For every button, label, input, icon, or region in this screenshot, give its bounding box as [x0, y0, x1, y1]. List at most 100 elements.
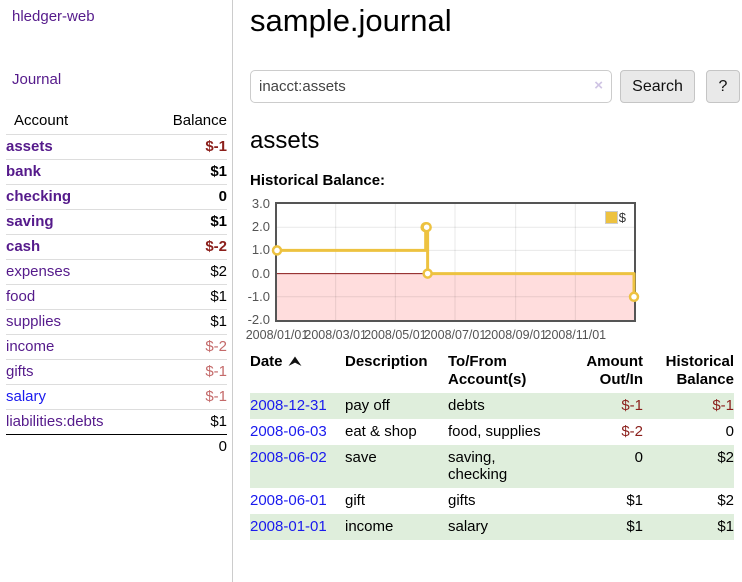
register-header-balance: Historical Balance: [665, 353, 734, 388]
x-axis-tick-label: 2008/01/01: [245, 328, 309, 342]
account-link-saving[interactable]: saving: [6, 213, 54, 230]
account-row: income $-2: [6, 334, 227, 360]
chart-x-axis: 2008/01/01 2008/03/01 2008/05/01 2008/07/01…: [246, 328, 634, 343]
account-row: food $1: [6, 284, 227, 310]
transaction-date-link[interactable]: 2008-12-31: [250, 397, 327, 414]
accounts-header-balance: Balance: [172, 112, 227, 129]
account-row: liabilities:debts $1: [6, 409, 227, 435]
account-balance: $1: [148, 209, 227, 235]
balance-chart: 3.0 2.0 1.0 0.0 -1.0 -2.0 $ 2008/01/01 2008/03…: [240, 197, 734, 343]
accounts-total-value: 0: [148, 434, 227, 459]
account-balance: $1: [148, 309, 227, 335]
transaction-date-link[interactable]: 2008-06-03: [250, 423, 327, 440]
account-link-expenses[interactable]: expenses: [6, 263, 71, 280]
register-header-date[interactable]: Date: [250, 351, 345, 393]
transaction-amount: $-2: [621, 423, 643, 440]
chart-heading: Historical Balance:: [250, 172, 386, 189]
account-balance: $1: [148, 159, 227, 185]
account-link-food[interactable]: food: [6, 288, 36, 305]
x-axis-tick-label: 2008/03/01: [304, 328, 367, 342]
account-balance: $1: [148, 284, 227, 310]
register-header-tofrom: To/From Account(s): [448, 353, 527, 388]
chart-y-axis: 3.0 2.0 1.0 0.0 -1.0 -2.0: [240, 197, 270, 327]
register-header-description: Description: [345, 353, 428, 370]
search-form: × Search ?: [250, 70, 740, 103]
page-title: sample.journal: [250, 3, 452, 38]
account-row: saving $1: [6, 209, 227, 235]
transaction-amount: 0: [634, 449, 643, 466]
account-balance: $1: [148, 409, 227, 435]
legend-swatch-icon: [604, 211, 618, 224]
transaction-accounts: debts: [448, 397, 485, 414]
y-axis-tick-label: -2.0: [247, 312, 270, 327]
transaction-amount: $-1: [621, 397, 643, 414]
transaction-balance: $2: [717, 449, 734, 466]
register-row: 2008-01-01 income salary $1 $1: [250, 514, 734, 540]
account-link-assets[interactable]: assets: [6, 138, 53, 155]
account-balance: $-2: [148, 334, 227, 360]
accounts-header-account: Account: [14, 112, 69, 129]
sort-ascending-icon: [288, 356, 302, 366]
account-link-checking[interactable]: checking: [6, 188, 72, 205]
transaction-date-link[interactable]: 2008-06-02: [250, 449, 327, 466]
help-button[interactable]: ?: [706, 70, 740, 103]
account-row: checking 0: [6, 184, 227, 210]
chart-canvas: [271, 204, 640, 320]
transaction-amount: $1: [626, 518, 643, 535]
chart-legend: $: [603, 209, 627, 226]
account-balance: $-1: [148, 384, 227, 410]
account-link-cash[interactable]: cash: [6, 238, 41, 255]
transaction-accounts: gifts: [448, 492, 476, 509]
transaction-balance: $1: [717, 518, 734, 535]
y-axis-tick-label: 2.0: [251, 219, 270, 235]
transaction-balance: $2: [717, 492, 734, 509]
register-header-amount: Amount Out/In: [586, 353, 643, 388]
x-axis-tick-label: 2008/05/01: [364, 328, 427, 342]
app-title-link[interactable]: hledger-web: [12, 8, 95, 25]
account-row: assets $-1: [6, 134, 227, 160]
account-link-liabilities-debts[interactable]: liabilities:debts: [6, 413, 104, 430]
search-input[interactable]: [250, 70, 612, 103]
y-axis-tick-label: 1.0: [251, 242, 270, 258]
x-axis-tick-label: 2008/11/01: [544, 328, 607, 342]
y-axis-tick-label: 0.0: [251, 265, 270, 281]
account-row: expenses $2: [6, 259, 227, 285]
account-link-bank[interactable]: bank: [6, 163, 42, 180]
chart-plot-area: $: [271, 202, 640, 322]
register-row: 2008-12-31 pay off debts $-1 $-1: [250, 393, 734, 419]
transaction-date-link[interactable]: 2008-01-01: [250, 518, 327, 535]
transaction-accounts: saving, checking: [448, 449, 508, 483]
accounts-total-row: 0: [6, 434, 227, 459]
transaction-description: income: [345, 518, 394, 535]
account-link-salary[interactable]: salary: [6, 388, 47, 405]
sidebar-item-journal[interactable]: Journal: [12, 71, 62, 88]
account-balance: $-1: [148, 134, 227, 160]
transaction-description: save: [345, 449, 377, 466]
account-link-gifts[interactable]: gifts: [6, 363, 34, 380]
account-row: cash $-2: [6, 234, 227, 260]
account-link-income[interactable]: income: [6, 338, 55, 355]
x-axis-tick-label: 2008/09/01: [484, 328, 547, 342]
accounts-table: Account Balance assets $-1 bank $1 checkin…: [6, 108, 227, 459]
transaction-description: gift: [345, 492, 366, 509]
account-balance: $2: [148, 259, 227, 285]
clear-search-icon[interactable]: ×: [594, 77, 603, 94]
transaction-accounts: salary: [448, 518, 489, 535]
search-button[interactable]: Search: [620, 70, 695, 103]
transaction-amount: $1: [626, 492, 643, 509]
legend-label: $: [618, 210, 626, 225]
register-row: 2008-06-02 save saving, checking 0 $2: [250, 445, 734, 488]
account-balance: $-2: [148, 234, 227, 260]
account-row: gifts $-1: [6, 359, 227, 385]
y-axis-tick-label: 3.0: [251, 196, 270, 211]
sidebar: hledger-web Journal Account Balance asse…: [0, 0, 233, 582]
account-link-supplies[interactable]: supplies: [6, 313, 62, 330]
account-balance: $-1: [148, 359, 227, 385]
y-axis-tick-label: -1.0: [247, 288, 270, 304]
register-table: Date Description To/From Account(s) Amou…: [250, 351, 734, 540]
transaction-description: pay off: [345, 397, 390, 414]
account-row: supplies $1: [6, 309, 227, 335]
account-balance: 0: [148, 184, 227, 210]
transaction-date-link[interactable]: 2008-06-01: [250, 492, 327, 509]
account-row: salary $-1: [6, 384, 227, 410]
